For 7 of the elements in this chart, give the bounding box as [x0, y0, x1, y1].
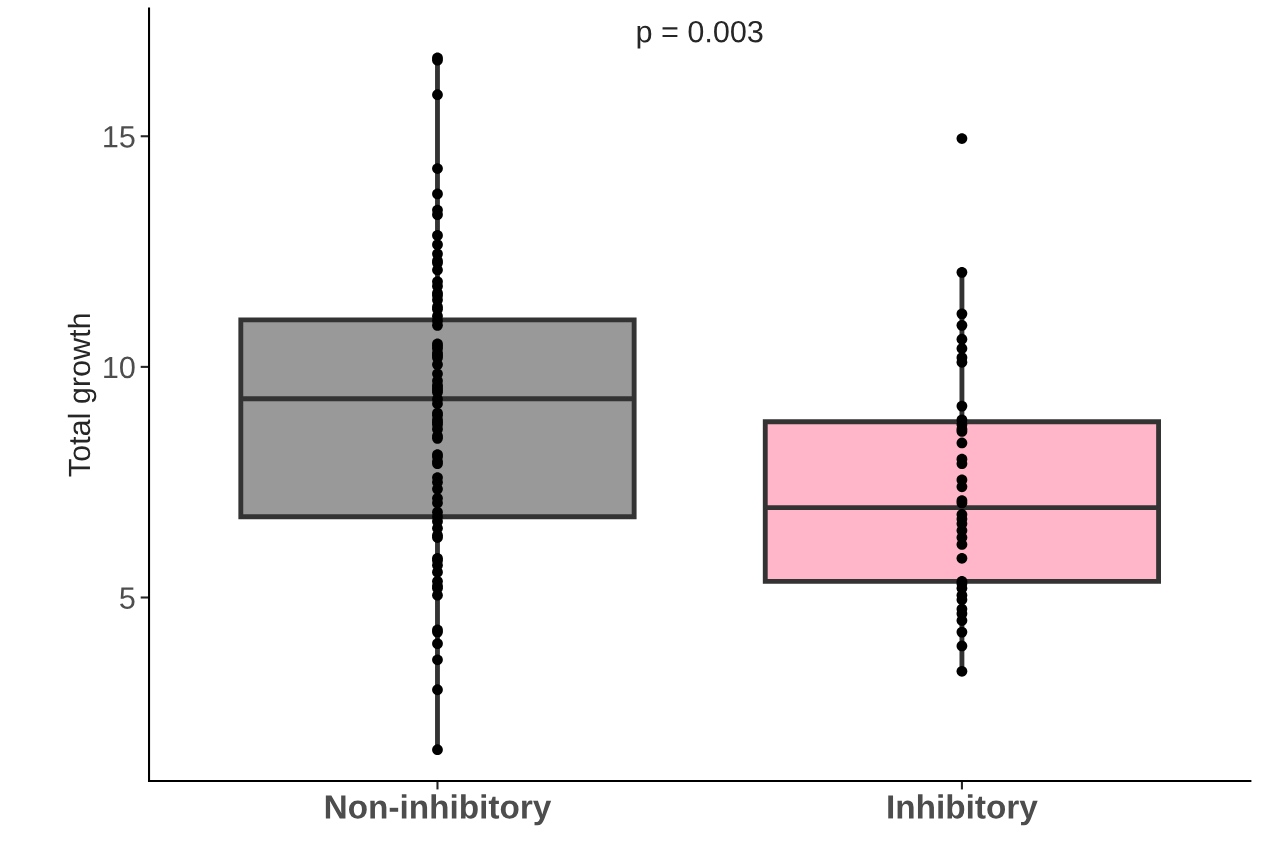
x-tick-label: Non-inhibitory: [325, 794, 552, 826]
y-axis-title: Total growth: [67, 314, 97, 477]
x-tick-label: Inhibitory: [888, 794, 1038, 826]
y-tick-label: 10: [104, 356, 135, 379]
y-tick-label: 15: [104, 126, 135, 148]
y-tick-label: 5: [120, 587, 135, 609]
annotation: p = 0.003: [637, 20, 763, 49]
